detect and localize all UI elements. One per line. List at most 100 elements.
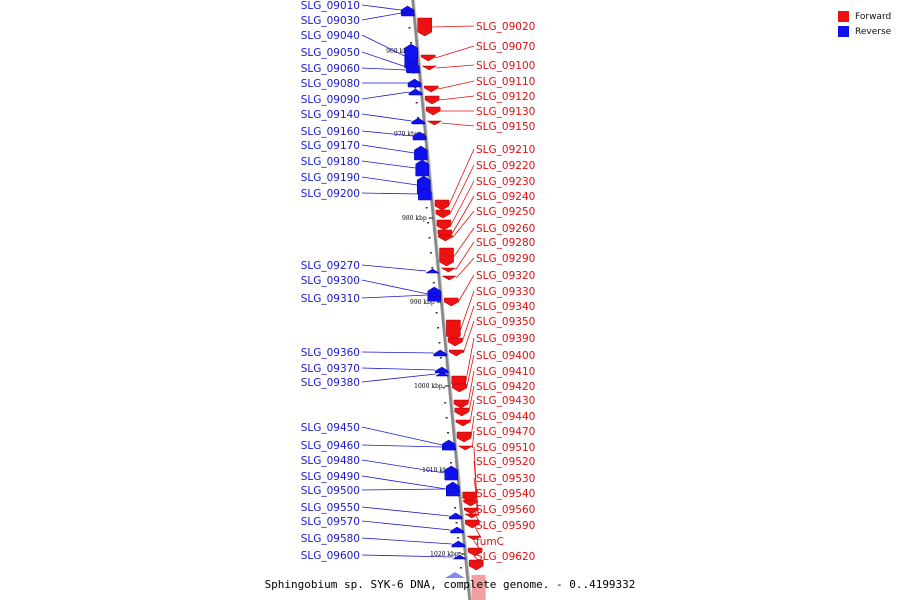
reverse-gene-leader [361, 294, 429, 299]
reverse-gene-leader [361, 176, 418, 186]
reverse-gene-arrow [442, 443, 456, 451]
forward-gene-label[interactable]: SLG_09350 [476, 316, 535, 328]
reverse-gene-label[interactable]: SLG_09040 [301, 30, 360, 42]
reverse-gene-label[interactable]: SLG_09500 [301, 485, 360, 497]
minor-feature [438, 342, 441, 344]
minor-feature [425, 207, 428, 209]
reverse-gene-leader [361, 91, 410, 100]
forward-gene-label[interactable]: SLG_09440 [476, 411, 535, 423]
reverse-gene-label[interactable]: SLG_09270 [301, 260, 360, 272]
reverse-gene-label[interactable]: SLG_09200 [301, 188, 360, 200]
forward-gene-label[interactable]: SLG_09110 [476, 76, 535, 88]
kbp-tick-label: 960 kbp [386, 48, 411, 55]
forward-gene-label[interactable]: SLG_09210 [476, 144, 535, 156]
forward-gene-label[interactable]: SLG_09430 [476, 395, 535, 407]
reverse-gene-label[interactable]: SLG_09170 [301, 140, 360, 152]
reverse-gene-label[interactable]: SLG_09180 [301, 156, 360, 168]
minor-feature [457, 537, 460, 539]
forward-gene-leader [465, 337, 475, 383]
reverse-gene-leader [361, 113, 412, 122]
minor-feature [428, 237, 431, 239]
forward-gene-label[interactable]: SLG_09280 [476, 237, 535, 249]
forward-gene-label[interactable]: SLG_09230 [476, 176, 535, 188]
reverse-gene-leader [361, 130, 414, 137]
forward-gene-arrow [425, 106, 441, 116]
reverse-gene-label[interactable]: SLG_09090 [301, 94, 360, 106]
legend-forward-label: Forward [855, 11, 892, 22]
forward-gene-label[interactable]: SLG_09340 [476, 301, 535, 313]
minor-feature [454, 507, 457, 509]
reverse-gene-leader [361, 475, 447, 490]
forward-gene-label[interactable]: SLG_09070 [476, 41, 535, 53]
reverse-gene-label[interactable]: SLG_09370 [301, 363, 360, 375]
forward-gene-label[interactable]: SLG_09590 [476, 520, 535, 532]
forward-gene-label[interactable]: SLG_09420 [476, 381, 535, 393]
reverse-gene-label[interactable]: SLG_09550 [301, 502, 360, 514]
forward-gene-arrow [457, 445, 474, 451]
forward-gene-arrow [452, 383, 467, 393]
forward-gene-label[interactable]: SLG_09260 [476, 223, 535, 235]
minor-feature [432, 282, 435, 284]
reverse-gene-label[interactable]: SLG_09160 [301, 126, 360, 138]
reverse-gene-label[interactable]: SLG_09060 [301, 63, 360, 75]
reverse-gene-label[interactable]: SLG_09010 [301, 0, 360, 12]
forward-gene-label[interactable]: SLG_09520 [476, 456, 535, 468]
forward-gene-leader [451, 195, 475, 235]
reverse-gene-label[interactable]: SLG_09450 [301, 422, 360, 434]
reverse-gene-arrow [434, 371, 450, 377]
kbp-tick-label: 1010 kbp [422, 467, 451, 474]
forward-gene-label[interactable]: SLG_09530 [476, 473, 535, 485]
forward-gene-label[interactable]: SLG_09400 [476, 350, 535, 362]
reverse-gene-label[interactable]: SLG_09300 [301, 275, 360, 287]
forward-gene-label[interactable]: SLG_09560 [476, 504, 535, 516]
reverse-gene-label[interactable]: SLG_09030 [301, 15, 360, 27]
forward-gene-label[interactable]: SLG_09620 [476, 551, 535, 563]
reverse-gene-label[interactable]: SLG_09600 [301, 550, 360, 562]
reverse-gene-label[interactable]: SLG_09190 [301, 172, 360, 184]
forward-gene-arrow [441, 275, 458, 281]
forward-gene-label[interactable]: fumC [476, 536, 504, 548]
reverse-gene-arrow [408, 88, 423, 96]
forward-gene-label[interactable]: SLG_09390 [476, 333, 535, 345]
forward-gene-label[interactable]: SLG_09330 [476, 286, 535, 298]
reverse-gene-label[interactable]: SLG_09490 [301, 471, 360, 483]
forward-gene-label[interactable]: SLG_09540 [476, 488, 535, 500]
forward-gene-label[interactable]: SLG_09150 [476, 121, 535, 133]
reverse-gene-arrow [412, 131, 427, 141]
forward-gene-label[interactable]: SLG_09240 [476, 191, 535, 203]
forward-gene-arrow [456, 431, 472, 443]
forward-gene-label[interactable]: SLG_09320 [476, 270, 535, 282]
forward-gene-label[interactable]: SLG_09120 [476, 91, 535, 103]
reverse-gene-label[interactable]: SLG_09460 [301, 440, 360, 452]
gene-labels: SLG_09010 SLG_09030 SLG_09040 SLG_09050 SLG_… [301, 0, 535, 566]
reverse-gene-leader [361, 537, 452, 545]
forward-gene-label[interactable]: SLG_09250 [476, 206, 535, 218]
reverse-gene-label[interactable]: SLG_09050 [301, 47, 360, 59]
reverse-gene-label[interactable]: SLG_09140 [301, 109, 360, 121]
forward-gene-label[interactable]: SLG_09020 [476, 21, 535, 33]
forward-gene-label[interactable]: SLG_09100 [476, 60, 535, 72]
forward-gene-leader [468, 385, 475, 413]
forward-gene-label[interactable]: SLG_09130 [476, 106, 535, 118]
reverse-gene-label[interactable]: SLG_09360 [301, 347, 360, 359]
forward-gene-leader [473, 460, 478, 504]
forward-gene-label[interactable]: SLG_09410 [476, 366, 535, 378]
reverse-gene-label[interactable]: SLG_09580 [301, 533, 360, 545]
reverse-gene-arrow [411, 117, 425, 125]
forward-gene-leader [452, 210, 475, 239]
forward-gene-label[interactable]: SLG_09510 [476, 442, 535, 454]
reverse-gene-label[interactable]: SLG_09570 [301, 516, 360, 528]
forward-gene-label[interactable]: SLG_09290 [476, 253, 535, 265]
reverse-gene-label[interactable]: SLG_09380 [301, 377, 360, 389]
reverse-gene-label[interactable]: SLG_09310 [301, 293, 360, 305]
reverse-gene-leader [361, 279, 428, 295]
forward-gene-arrow [449, 349, 464, 357]
forward-gene-leader [471, 430, 475, 449]
reverse-gene-label[interactable]: SLG_09080 [301, 78, 360, 90]
forward-gene-label[interactable]: SLG_09470 [476, 426, 535, 438]
reverse-gene-leader [361, 520, 451, 531]
reverse-gene-label[interactable]: SLG_09480 [301, 455, 360, 467]
forward-gene-label[interactable]: SLG_09220 [476, 160, 535, 172]
reverse-gene-leader [361, 264, 427, 272]
